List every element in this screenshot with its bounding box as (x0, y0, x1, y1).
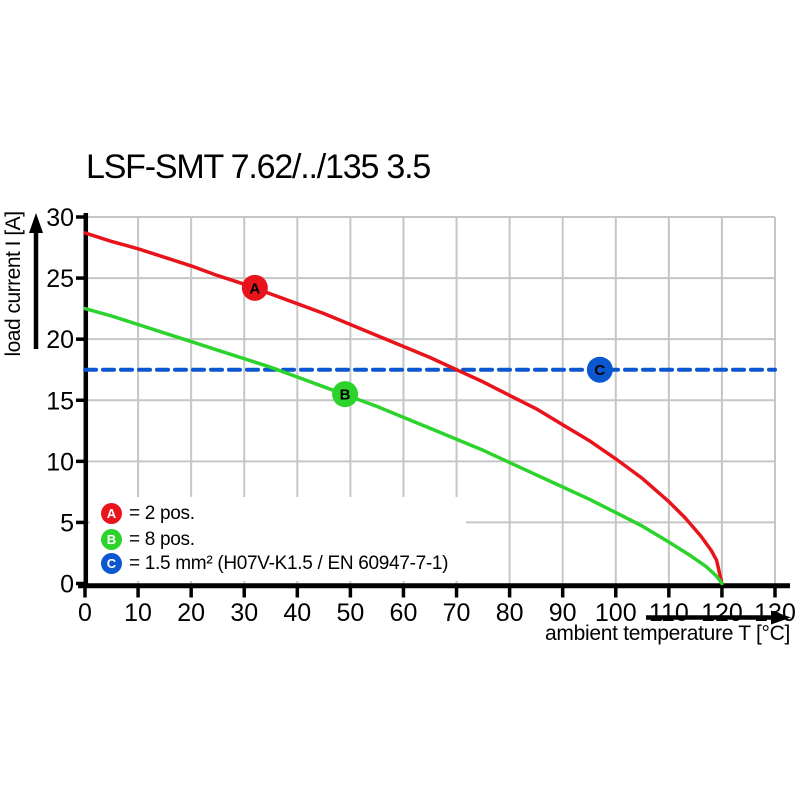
x-tick-label-100: 100 (595, 599, 637, 627)
x-tick-label-20: 20 (177, 599, 205, 627)
x-tick-label-50: 50 (336, 599, 364, 627)
y-tick-label-15: 15 (46, 387, 74, 415)
legend-item-a: A = 2 pos. (101, 501, 195, 526)
y-tick-label-10: 10 (46, 448, 74, 476)
legend-label-c: = 1.5 mm² (H07V-K1.5 / EN 60947-7-1) (129, 552, 449, 574)
x-axis-label: ambient temperature T [°C] (545, 622, 790, 645)
x-tick-label-0: 0 (78, 599, 92, 627)
x-tick-label-30: 30 (230, 599, 258, 627)
y-tick-label-25: 25 (46, 265, 74, 293)
x-tick-label-70: 70 (443, 599, 471, 627)
legend-marker-c-icon: C (101, 553, 122, 574)
curve-A (83, 231, 724, 586)
x-tick-label-40: 40 (283, 599, 311, 627)
x-tick-label-10: 10 (124, 599, 152, 627)
legend-marker-a-icon: A (101, 503, 122, 524)
legend-item-b: B = 8 pos. (101, 527, 195, 552)
legend-label-a: = 2 pos. (129, 502, 195, 524)
y-tick-label-0: 0 (60, 571, 74, 599)
y-tick-label-5: 5 (60, 509, 74, 537)
legend: A = 2 pos. B = 8 pos. C = 1.5 mm² (H07V-… (90, 497, 466, 581)
x-tick-label-60: 60 (390, 599, 418, 627)
y-axis-label: load current I [A] (2, 211, 25, 357)
curve-B (83, 306, 724, 586)
y-tick-label-30: 30 (46, 204, 74, 232)
x-tick-label-110: 110 (649, 599, 689, 627)
x-tick-label-80: 80 (496, 599, 524, 627)
marker-A-icon (241, 274, 268, 301)
page-title: LSF-SMT 7.62/../135 3.5 (86, 148, 431, 186)
marker-B-letter: B (340, 387, 351, 404)
y-tick-label-20: 20 (46, 326, 74, 354)
marker-C-letter: C (594, 362, 605, 379)
x-tick-label-90: 90 (549, 599, 577, 627)
marker-C-icon (586, 356, 613, 383)
marker-B-icon (332, 381, 359, 408)
marker-A-letter: A (249, 280, 260, 297)
legend-item-c: C = 1.5 mm² (H07V-K1.5 / EN 60947-7-1) (101, 551, 449, 576)
x-tick-label-120: 120 (701, 599, 743, 627)
legend-marker-b-icon: B (101, 529, 122, 550)
legend-label-b: = 8 pos. (129, 528, 195, 550)
